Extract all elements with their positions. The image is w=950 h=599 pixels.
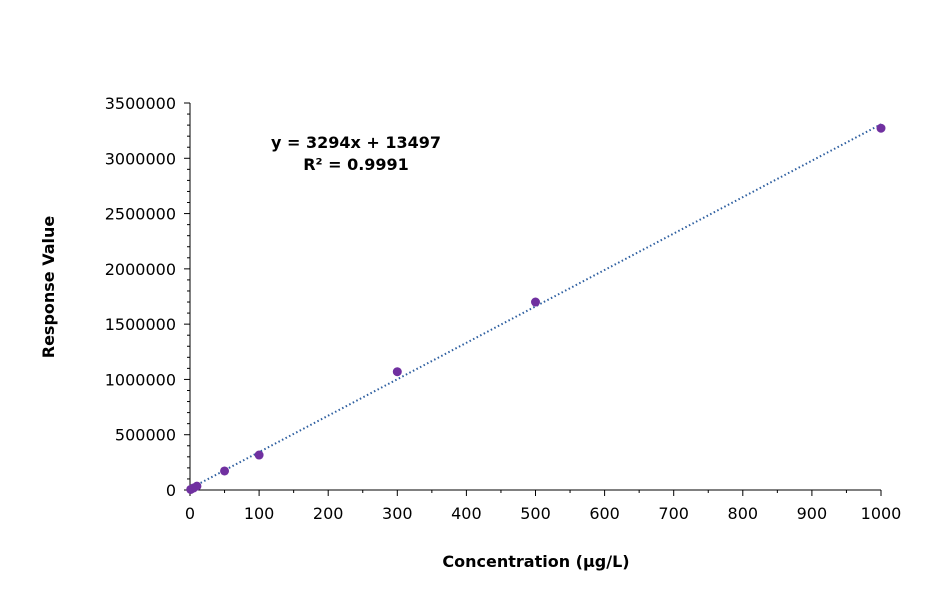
x-tick-label: 400 [451,504,482,523]
x-tick-label: 300 [382,504,413,523]
y-tick-label: 3000000 [105,149,176,168]
data-point [220,466,230,476]
x-axis-label: Concentration (µg/L) [442,552,629,571]
y-tick-label: 1000000 [105,370,176,389]
data-point [392,367,402,377]
x-tick-label: 500 [520,504,551,523]
data-point [876,123,886,133]
x-tick-label: 600 [589,504,620,523]
x-tick-label: 900 [797,504,828,523]
axes [189,103,881,491]
y-tick-label: 1500000 [105,315,176,334]
x-tick-label: 700 [658,504,689,523]
x-tick-label: 0 [185,504,195,523]
x-tick-label: 800 [728,504,759,523]
x-tick-label: 200 [313,504,344,523]
r-squared-label: R² = 0.9991 [303,155,409,174]
y-tick-label: 500000 [115,426,176,445]
y-tick-label: 3500000 [105,94,176,113]
equation-label: y = 3294x + 13497 [271,133,441,152]
data-point [192,481,202,491]
y-tick-label: 2500000 [105,205,176,224]
y-tick-label: 0 [166,481,176,500]
data-point [254,450,264,460]
data-point [531,297,540,307]
x-tick-label: 1000 [861,504,902,523]
y-tick-label: 2000000 [105,260,176,279]
y-axis-label: Response Value [39,216,58,359]
x-tick-label: 100 [244,504,275,523]
